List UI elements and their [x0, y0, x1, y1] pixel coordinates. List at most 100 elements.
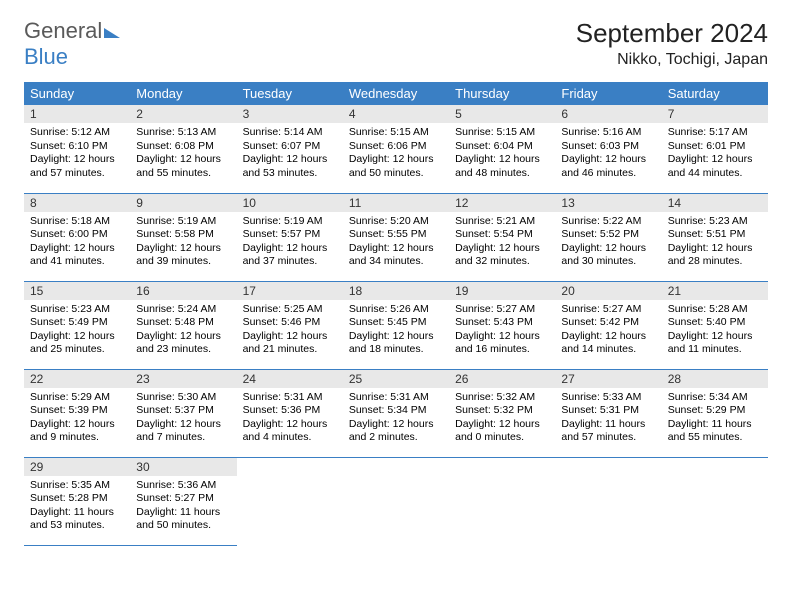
weekday-header: Thursday: [449, 82, 555, 105]
calendar-cell: 2Sunrise: 5:13 AMSunset: 6:08 PMDaylight…: [130, 105, 236, 193]
calendar-cell: 7Sunrise: 5:17 AMSunset: 6:01 PMDaylight…: [662, 105, 768, 193]
calendar-cell: 10Sunrise: 5:19 AMSunset: 5:57 PMDayligh…: [237, 193, 343, 281]
sunrise-text: Sunrise: 5:24 AM: [136, 303, 230, 317]
day-info: Sunrise: 5:15 AMSunset: 6:06 PMDaylight:…: [343, 123, 449, 187]
daylight-text: Daylight: 12 hours and 57 minutes.: [30, 153, 124, 180]
calendar-cell: 12Sunrise: 5:21 AMSunset: 5:54 PMDayligh…: [449, 193, 555, 281]
daylight-text: Daylight: 12 hours and 41 minutes.: [30, 242, 124, 269]
calendar-cell: 22Sunrise: 5:29 AMSunset: 5:39 PMDayligh…: [24, 369, 130, 457]
daylight-text: Daylight: 11 hours and 55 minutes.: [668, 418, 762, 445]
sunrise-text: Sunrise: 5:25 AM: [243, 303, 337, 317]
day-number: 6: [555, 105, 661, 123]
sunset-text: Sunset: 6:08 PM: [136, 140, 230, 154]
day-info: Sunrise: 5:19 AMSunset: 5:57 PMDaylight:…: [237, 212, 343, 276]
daylight-text: Daylight: 12 hours and 4 minutes.: [243, 418, 337, 445]
day-number: 11: [343, 194, 449, 212]
sunrise-text: Sunrise: 5:19 AM: [136, 215, 230, 229]
sunset-text: Sunset: 5:28 PM: [30, 492, 124, 506]
sunset-text: Sunset: 5:49 PM: [30, 316, 124, 330]
location: Nikko, Tochigi, Japan: [576, 51, 768, 69]
calendar-body: 1Sunrise: 5:12 AMSunset: 6:10 PMDaylight…: [24, 105, 768, 545]
weekday-header: Saturday: [662, 82, 768, 105]
day-info: Sunrise: 5:33 AMSunset: 5:31 PMDaylight:…: [555, 388, 661, 452]
sunset-text: Sunset: 5:54 PM: [455, 228, 549, 242]
sunset-text: Sunset: 5:48 PM: [136, 316, 230, 330]
day-number: 13: [555, 194, 661, 212]
day-number: 22: [24, 370, 130, 388]
sunrise-text: Sunrise: 5:27 AM: [455, 303, 549, 317]
day-info: Sunrise: 5:35 AMSunset: 5:28 PMDaylight:…: [24, 476, 130, 540]
day-number: 19: [449, 282, 555, 300]
calendar-row: 8Sunrise: 5:18 AMSunset: 6:00 PMDaylight…: [24, 193, 768, 281]
calendar-cell: 19Sunrise: 5:27 AMSunset: 5:43 PMDayligh…: [449, 281, 555, 369]
calendar-cell-empty: [662, 457, 768, 545]
calendar-cell: 21Sunrise: 5:28 AMSunset: 5:40 PMDayligh…: [662, 281, 768, 369]
calendar-cell: 8Sunrise: 5:18 AMSunset: 6:00 PMDaylight…: [24, 193, 130, 281]
sunset-text: Sunset: 5:45 PM: [349, 316, 443, 330]
sunrise-text: Sunrise: 5:22 AM: [561, 215, 655, 229]
day-info: Sunrise: 5:22 AMSunset: 5:52 PMDaylight:…: [555, 212, 661, 276]
day-info: Sunrise: 5:15 AMSunset: 6:04 PMDaylight:…: [449, 123, 555, 187]
day-number: 9: [130, 194, 236, 212]
sunset-text: Sunset: 6:10 PM: [30, 140, 124, 154]
day-info: Sunrise: 5:30 AMSunset: 5:37 PMDaylight:…: [130, 388, 236, 452]
calendar-cell: 27Sunrise: 5:33 AMSunset: 5:31 PMDayligh…: [555, 369, 661, 457]
header: General Blue September 2024 Nikko, Tochi…: [24, 18, 768, 70]
calendar-row: 29Sunrise: 5:35 AMSunset: 5:28 PMDayligh…: [24, 457, 768, 545]
calendar-cell: 20Sunrise: 5:27 AMSunset: 5:42 PMDayligh…: [555, 281, 661, 369]
day-info: Sunrise: 5:13 AMSunset: 6:08 PMDaylight:…: [130, 123, 236, 187]
day-number: 14: [662, 194, 768, 212]
sunrise-text: Sunrise: 5:28 AM: [668, 303, 762, 317]
sunrise-text: Sunrise: 5:26 AM: [349, 303, 443, 317]
logo-text-2: Blue: [24, 44, 68, 69]
sunrise-text: Sunrise: 5:32 AM: [455, 391, 549, 405]
day-number: 20: [555, 282, 661, 300]
calendar-table: SundayMondayTuesdayWednesdayThursdayFrid…: [24, 82, 768, 546]
daylight-text: Daylight: 12 hours and 53 minutes.: [243, 153, 337, 180]
calendar-cell: 17Sunrise: 5:25 AMSunset: 5:46 PMDayligh…: [237, 281, 343, 369]
day-info: Sunrise: 5:29 AMSunset: 5:39 PMDaylight:…: [24, 388, 130, 452]
calendar-cell: 26Sunrise: 5:32 AMSunset: 5:32 PMDayligh…: [449, 369, 555, 457]
sunrise-text: Sunrise: 5:31 AM: [349, 391, 443, 405]
day-number: 15: [24, 282, 130, 300]
title-block: September 2024 Nikko, Tochigi, Japan: [576, 18, 768, 69]
day-info: Sunrise: 5:24 AMSunset: 5:48 PMDaylight:…: [130, 300, 236, 364]
daylight-text: Daylight: 12 hours and 55 minutes.: [136, 153, 230, 180]
sunset-text: Sunset: 5:42 PM: [561, 316, 655, 330]
logo-text: General Blue: [24, 18, 120, 70]
weekday-header: Wednesday: [343, 82, 449, 105]
day-info: Sunrise: 5:20 AMSunset: 5:55 PMDaylight:…: [343, 212, 449, 276]
sunrise-text: Sunrise: 5:19 AM: [243, 215, 337, 229]
sunset-text: Sunset: 5:32 PM: [455, 404, 549, 418]
daylight-text: Daylight: 12 hours and 44 minutes.: [668, 153, 762, 180]
day-info: Sunrise: 5:32 AMSunset: 5:32 PMDaylight:…: [449, 388, 555, 452]
calendar-cell: 15Sunrise: 5:23 AMSunset: 5:49 PMDayligh…: [24, 281, 130, 369]
calendar-cell: 25Sunrise: 5:31 AMSunset: 5:34 PMDayligh…: [343, 369, 449, 457]
calendar-cell: 30Sunrise: 5:36 AMSunset: 5:27 PMDayligh…: [130, 457, 236, 545]
day-info: Sunrise: 5:17 AMSunset: 6:01 PMDaylight:…: [662, 123, 768, 187]
sunset-text: Sunset: 5:37 PM: [136, 404, 230, 418]
day-number: 30: [130, 458, 236, 476]
daylight-text: Daylight: 12 hours and 34 minutes.: [349, 242, 443, 269]
sunset-text: Sunset: 6:06 PM: [349, 140, 443, 154]
sunrise-text: Sunrise: 5:15 AM: [349, 126, 443, 140]
sunrise-text: Sunrise: 5:13 AM: [136, 126, 230, 140]
daylight-text: Daylight: 12 hours and 30 minutes.: [561, 242, 655, 269]
sunrise-text: Sunrise: 5:18 AM: [30, 215, 124, 229]
logo: General Blue: [24, 18, 120, 70]
sunrise-text: Sunrise: 5:34 AM: [668, 391, 762, 405]
calendar-cell: 13Sunrise: 5:22 AMSunset: 5:52 PMDayligh…: [555, 193, 661, 281]
calendar-cell: 14Sunrise: 5:23 AMSunset: 5:51 PMDayligh…: [662, 193, 768, 281]
day-number: 23: [130, 370, 236, 388]
day-number: 4: [343, 105, 449, 123]
weekday-header: Tuesday: [237, 82, 343, 105]
day-number: 21: [662, 282, 768, 300]
daylight-text: Daylight: 12 hours and 18 minutes.: [349, 330, 443, 357]
day-info: Sunrise: 5:21 AMSunset: 5:54 PMDaylight:…: [449, 212, 555, 276]
daylight-text: Daylight: 12 hours and 50 minutes.: [349, 153, 443, 180]
daylight-text: Daylight: 12 hours and 46 minutes.: [561, 153, 655, 180]
sunrise-text: Sunrise: 5:36 AM: [136, 479, 230, 493]
sunset-text: Sunset: 6:07 PM: [243, 140, 337, 154]
sunset-text: Sunset: 5:55 PM: [349, 228, 443, 242]
calendar-cell: 29Sunrise: 5:35 AMSunset: 5:28 PMDayligh…: [24, 457, 130, 545]
